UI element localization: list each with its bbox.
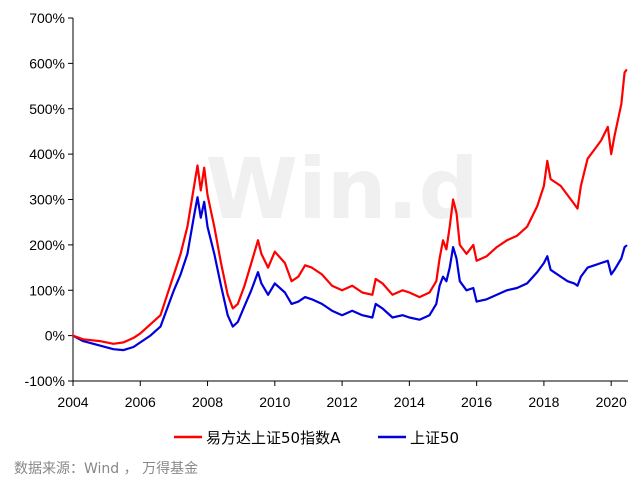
source-note: 数据来源：Wind ， 万得基金	[14, 461, 199, 477]
x-tick-label: 2006	[125, 394, 156, 410]
legend: 易方达上证50指数A 上证50	[174, 429, 459, 447]
series-layer	[71, 69, 628, 352]
legend-label: 上证50	[410, 429, 459, 447]
legend-label: 易方达上证50指数A	[206, 429, 341, 447]
y-tick-label: 400%	[29, 146, 65, 162]
axes: -100% 0% 100% 200% 300% 400% 500% 600% 700% 2004 2…	[25, 10, 628, 410]
x-tick-label: 2018	[528, 394, 559, 410]
y-tick-label: -100%	[25, 373, 65, 389]
x-tick-label: 2012	[327, 394, 358, 410]
y-tick-label: 100%	[29, 282, 65, 298]
series-line-fund	[71, 69, 628, 345]
y-tick-label: 0%	[45, 328, 65, 344]
watermark-text: Win.d	[205, 140, 478, 238]
x-tick-label: 2010	[259, 394, 290, 410]
x-tick-label: 2008	[192, 394, 223, 410]
x-tick-label: 2016	[461, 394, 492, 410]
x-tick-label: 2014	[394, 394, 425, 410]
x-tick-label: 2020	[596, 394, 627, 410]
x-tick-label: 2004	[57, 394, 88, 410]
series-line-index	[71, 196, 628, 352]
y-tick-label: 700%	[29, 10, 65, 26]
y-tick-label: 600%	[29, 55, 65, 71]
y-tick-label: 200%	[29, 237, 65, 253]
y-tick-label: 300%	[29, 192, 65, 208]
y-tick-label: 500%	[29, 101, 65, 117]
